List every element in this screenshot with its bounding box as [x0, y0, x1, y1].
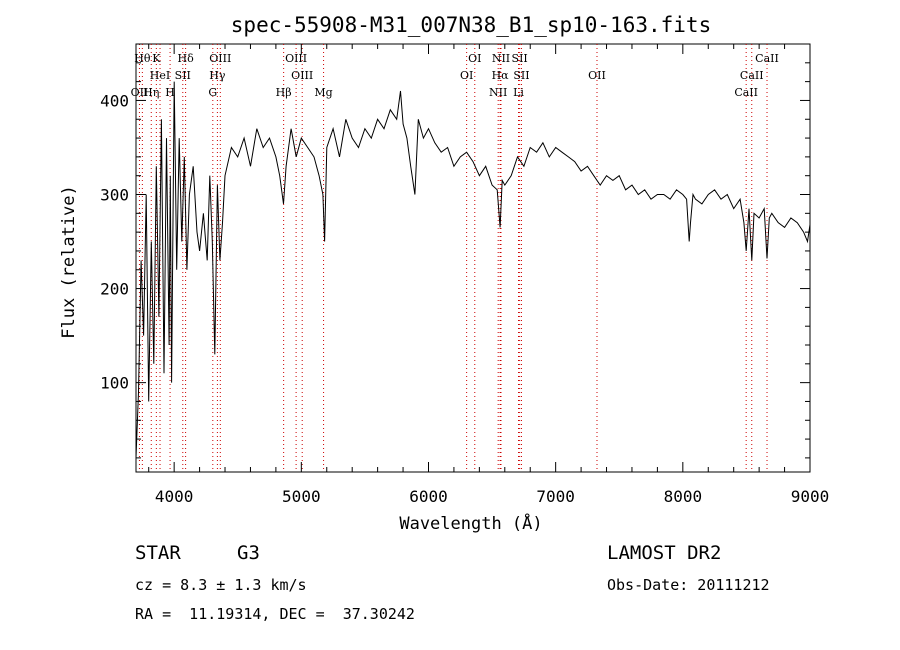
- flux-series-line: [135, 81, 811, 458]
- x-tick-label: 5000: [282, 487, 321, 506]
- line-label: Li: [513, 86, 524, 99]
- x-axis-label: Wavelength (Å): [399, 512, 542, 534]
- object-class: STAR: [135, 542, 181, 564]
- line-label: OIII: [285, 52, 307, 65]
- line-label: HeI: [150, 69, 170, 82]
- line-label: OII: [131, 86, 149, 99]
- line-label: OI: [460, 69, 473, 82]
- chart-title: spec-55908-M31_007N38_B1_sp10-163.fits: [231, 13, 711, 37]
- x-tick-label: 9000: [791, 487, 830, 506]
- redshift-velocity: cz = 8.3 ± 1.3 km/s: [135, 576, 307, 594]
- line-label: SII: [175, 69, 191, 82]
- line-label: H: [165, 86, 175, 99]
- spectral-line-markers: [138, 44, 768, 472]
- line-label: OII: [588, 69, 606, 82]
- x-tick-label: 6000: [409, 487, 448, 506]
- line-label: Hγ: [209, 69, 226, 82]
- line-label: Hθ: [134, 52, 151, 65]
- observation-date: Obs-Date: 20111212: [607, 576, 770, 594]
- y-axis-label: Flux (relative): [59, 185, 79, 339]
- y-tick-label: 100: [100, 374, 129, 393]
- line-label: NII: [492, 52, 510, 65]
- line-label: CaII: [740, 69, 764, 82]
- object-subclass: G3: [237, 542, 260, 564]
- line-label: Hα: [492, 69, 510, 82]
- line-label: Hδ: [177, 52, 194, 65]
- line-label: Hβ: [276, 86, 292, 99]
- y-tick-label: 400: [100, 91, 129, 110]
- y-tick-label: 300: [100, 186, 129, 205]
- line-label: NII: [489, 86, 507, 99]
- x-tick-label: 7000: [536, 487, 575, 506]
- x-tick-label: 4000: [155, 487, 194, 506]
- line-label: G: [208, 86, 217, 99]
- line-label: SII: [513, 69, 529, 82]
- line-label: Mg: [314, 86, 332, 99]
- axis-ticks: 4000 5000 6000 7000 8000 9000 100 200 300 400: [100, 43, 830, 506]
- line-label: OIII: [209, 52, 231, 65]
- survey-name: LAMOST DR2: [607, 542, 722, 564]
- plot-frame: [135, 43, 811, 473]
- line-label: CaII: [734, 86, 758, 99]
- y-tick-label: 200: [100, 280, 129, 299]
- line-label: K: [152, 52, 161, 65]
- line-label: Hη: [143, 86, 159, 99]
- coordinates: RA = 11.19314, DEC = 37.30242: [135, 605, 415, 623]
- x-tick-label: 8000: [664, 487, 703, 506]
- line-label: OI: [468, 52, 481, 65]
- line-label: SII: [512, 52, 528, 65]
- line-label: OIII: [291, 69, 313, 82]
- line-label: CaII: [755, 52, 779, 65]
